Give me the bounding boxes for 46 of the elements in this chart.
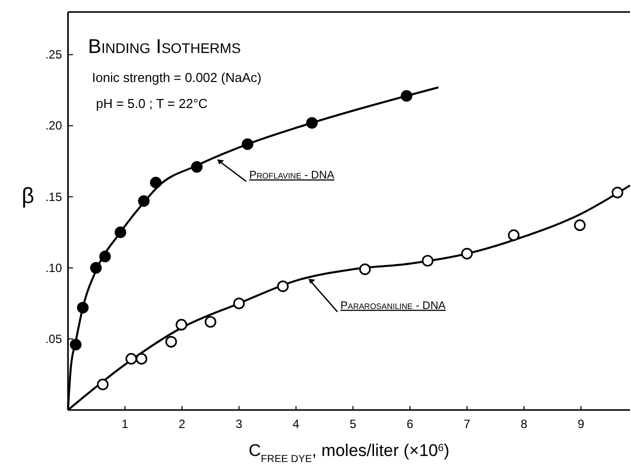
- point: [136, 353, 148, 365]
- point: [90, 262, 102, 274]
- point: [612, 186, 624, 198]
- x-tick-label: 3: [236, 417, 243, 431]
- point: [204, 316, 216, 328]
- point: [99, 250, 111, 262]
- point: [422, 254, 434, 267]
- point: [359, 263, 371, 276]
- y-tick-label: .05: [45, 332, 62, 346]
- point: [150, 176, 162, 188]
- point: [242, 138, 254, 150]
- x-tick-label: 1: [122, 417, 129, 431]
- y-axis-title: β: [22, 182, 34, 208]
- y-tick-label: .15: [45, 190, 62, 204]
- point: [70, 338, 82, 350]
- annotation: Pararosaniline - DNA: [340, 300, 446, 312]
- text: Binding Isotherms: [88, 36, 241, 58]
- y-tick-label: .10: [45, 260, 62, 275]
- x-tick-label: 7: [464, 417, 471, 431]
- point: [574, 219, 586, 232]
- point: [233, 298, 245, 310]
- point: [96, 378, 109, 390]
- point: [77, 302, 89, 314]
- point: [125, 353, 138, 365]
- point: [461, 248, 473, 260]
- point: [508, 229, 520, 241]
- point: [138, 195, 150, 207]
- point: [176, 318, 188, 331]
- point: [191, 161, 203, 173]
- point: [165, 336, 177, 348]
- x-tick-label: 4: [292, 417, 300, 431]
- text: Ionic strength = 0.002 (NaAc): [92, 70, 262, 85]
- point: [306, 117, 318, 129]
- point: [114, 226, 126, 238]
- point: [277, 280, 289, 292]
- x-tick-label: 6: [406, 417, 414, 431]
- x-tick-label: 9: [578, 417, 585, 431]
- x-axis-title: C$_{FREE DYE}$, moles/liter (×10$^{6}$): [248, 441, 450, 464]
- annotation: pH = 5.0 ; T = 22°C: [96, 96, 208, 111]
- x-tick-label: 5: [350, 417, 357, 431]
- y-tick-label: .20: [45, 118, 62, 133]
- x-tick-label: 8: [520, 417, 528, 431]
- annotation: Proflavine - DNA: [249, 169, 335, 182]
- y-tick-label: .25: [45, 48, 62, 62]
- x-tick-label: 2: [178, 417, 186, 431]
- point: [400, 90, 412, 102]
